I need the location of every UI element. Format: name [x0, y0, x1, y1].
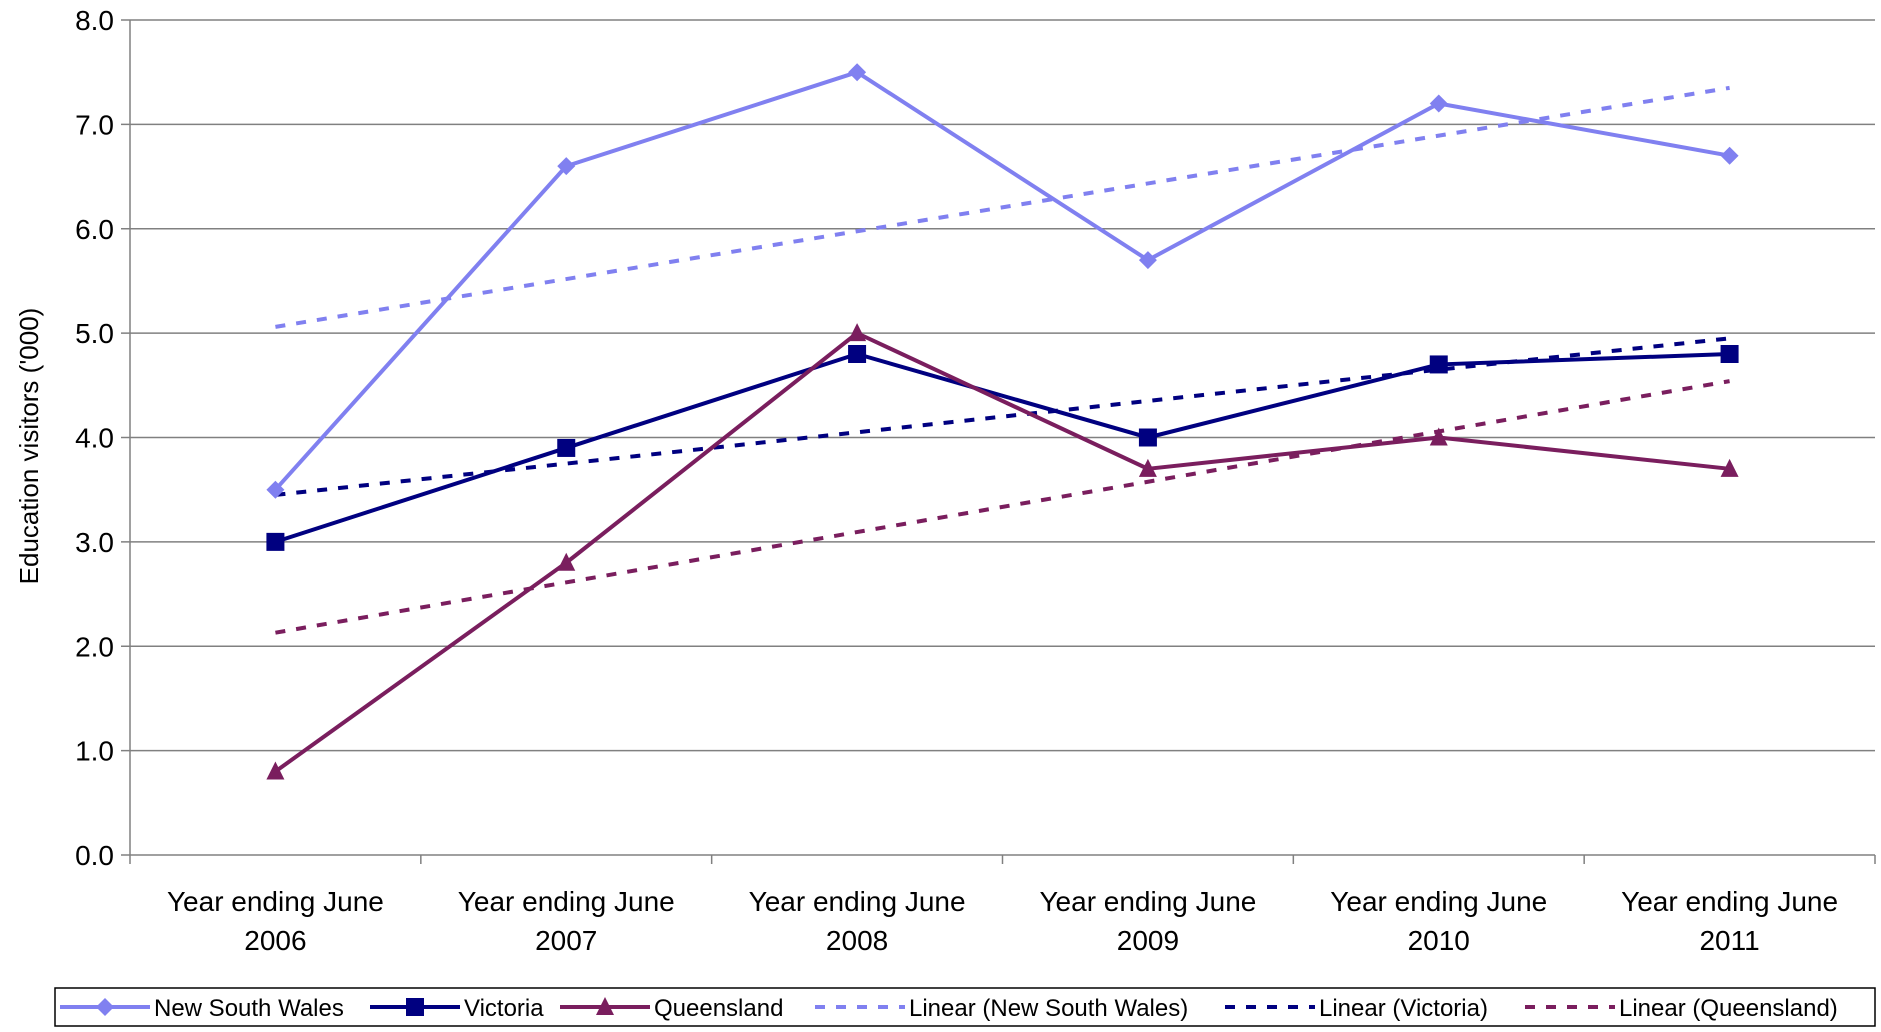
y-tick-labels: 0.0 1.0 2.0 3.0 4.0 5.0 6.0 7.0 8.0	[75, 5, 114, 871]
data-point-square	[266, 532, 285, 551]
data-point-diamond	[1138, 251, 1157, 270]
trendline	[275, 85, 1730, 329]
y-tick-label: 2.0	[75, 631, 114, 662]
y-tick-label: 6.0	[75, 214, 114, 245]
data-point-diamond	[1429, 94, 1448, 113]
y-tick-label: 5.0	[75, 318, 114, 349]
y-tick-label: 7.0	[75, 109, 114, 140]
series-line	[274, 331, 1730, 774]
data-series	[266, 63, 1739, 780]
grid-lines	[121, 19, 1875, 856]
data-point-diamond	[1720, 146, 1739, 165]
x-tick-label: Year ending June 2008	[749, 886, 966, 956]
data-point-diamond	[96, 998, 114, 1016]
data-point-triangle	[557, 552, 576, 571]
legend-label: Linear (New South Wales)	[909, 995, 1188, 1022]
data-point-square	[557, 438, 576, 457]
y-tick-label: 4.0	[75, 423, 114, 454]
y-tick-label: 8.0	[75, 5, 114, 36]
x-tick-label: Year ending June 2006	[167, 886, 384, 956]
trendline	[275, 379, 1730, 635]
axes	[129, 20, 1876, 864]
x-tick-label: Year ending June 2010	[1330, 886, 1547, 956]
data-point-diamond	[266, 480, 285, 499]
data-point-triangle	[596, 997, 614, 1015]
y-tick-label: 0.0	[75, 840, 114, 871]
y-tick-label: 3.0	[75, 527, 114, 558]
x-tick-label: Year ending June 2007	[458, 886, 675, 956]
data-point-square	[848, 345, 867, 363]
data-point-triangle	[266, 761, 285, 780]
data-point-diamond	[557, 157, 576, 176]
series-line	[273, 70, 1730, 492]
data-point-square	[1138, 428, 1157, 447]
legend: New South Wales Victoria Queensland Linear …	[54, 987, 1876, 1027]
data-point-square	[1720, 345, 1739, 363]
series-line	[274, 352, 1730, 544]
data-point-square	[406, 998, 424, 1016]
data-point-diamond	[848, 63, 867, 82]
data-point-triangle	[1138, 458, 1157, 477]
legend-label: Victoria	[464, 995, 544, 1022]
x-tick-label: Year ending June 2011	[1621, 886, 1838, 956]
legend-label: Linear (Victoria)	[1319, 995, 1488, 1022]
data-point-triangle	[848, 323, 867, 342]
data-point-triangle	[1429, 427, 1448, 446]
data-point-square	[1429, 355, 1448, 374]
legend-label: Queensland	[654, 995, 783, 1022]
x-tick-label: Year ending June 2009	[1039, 886, 1256, 956]
legend-label: New South Wales	[154, 995, 344, 1022]
x-tick-labels: Year ending June 2006 Year ending June 2007…	[167, 886, 1838, 956]
data-point-triangle	[1720, 458, 1739, 477]
y-tick-label: 1.0	[75, 736, 114, 767]
y-axis-title: Education visitors ('000)	[14, 308, 44, 585]
legend-label: Linear (Queensland)	[1619, 995, 1838, 1022]
